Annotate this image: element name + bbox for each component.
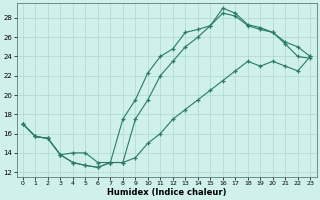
X-axis label: Humidex (Indice chaleur): Humidex (Indice chaleur) [107, 188, 226, 197]
